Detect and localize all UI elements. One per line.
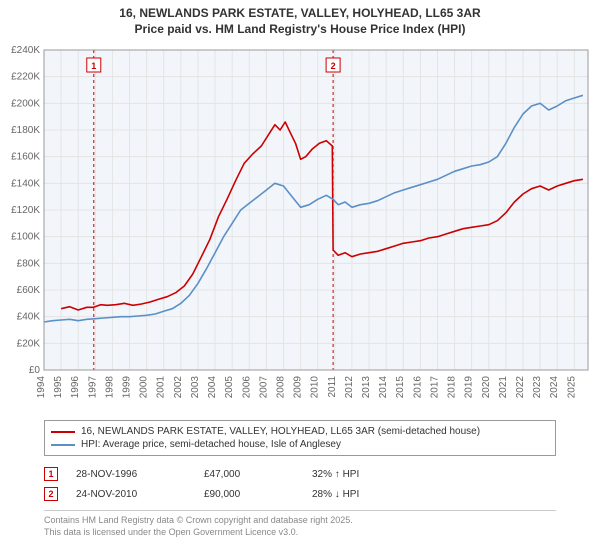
svg-text:1999: 1999 bbox=[122, 376, 133, 399]
svg-text:2002: 2002 bbox=[173, 376, 184, 399]
svg-text:2014: 2014 bbox=[378, 376, 389, 399]
svg-text:2001: 2001 bbox=[156, 376, 167, 399]
title-line-1: 16, NEWLANDS PARK ESTATE, VALLEY, HOLYHE… bbox=[0, 6, 600, 22]
svg-text:2011: 2011 bbox=[327, 376, 338, 398]
svg-text:1996: 1996 bbox=[70, 376, 81, 399]
sale-row-1: 1 28-NOV-1996 £47,000 32% ↑ HPI bbox=[44, 464, 556, 484]
chart-container: 16, NEWLANDS PARK ESTATE, VALLEY, HOLYHE… bbox=[0, 0, 600, 560]
svg-text:£160K: £160K bbox=[11, 152, 40, 163]
svg-text:2010: 2010 bbox=[310, 376, 321, 399]
sale-row-2: 2 24-NOV-2010 £90,000 28% ↓ HPI bbox=[44, 484, 556, 504]
svg-text:£40K: £40K bbox=[17, 312, 41, 323]
svg-text:£80K: £80K bbox=[17, 258, 41, 269]
legend-swatch-property bbox=[51, 431, 75, 433]
sale-delta-1: 32% ↑ HPI bbox=[312, 469, 412, 480]
title-line-2: Price paid vs. HM Land Registry's House … bbox=[0, 22, 600, 38]
svg-text:2004: 2004 bbox=[207, 376, 218, 399]
svg-text:2008: 2008 bbox=[275, 376, 286, 399]
svg-text:£200K: £200K bbox=[11, 98, 40, 109]
svg-text:£20K: £20K bbox=[17, 338, 41, 349]
svg-text:2022: 2022 bbox=[515, 376, 526, 399]
svg-text:2017: 2017 bbox=[429, 376, 440, 399]
svg-text:2016: 2016 bbox=[412, 376, 423, 399]
svg-text:2025: 2025 bbox=[566, 376, 577, 399]
svg-text:£140K: £140K bbox=[11, 178, 40, 189]
svg-text:2: 2 bbox=[331, 61, 336, 71]
sale-date-2: 24-NOV-2010 bbox=[76, 489, 186, 500]
legend-item-property: 16, NEWLANDS PARK ESTATE, VALLEY, HOLYHE… bbox=[51, 425, 549, 438]
sale-price-1: £47,000 bbox=[204, 469, 294, 480]
svg-text:2006: 2006 bbox=[241, 376, 252, 399]
svg-text:£120K: £120K bbox=[11, 205, 40, 216]
svg-text:£240K: £240K bbox=[11, 45, 40, 56]
svg-text:2019: 2019 bbox=[464, 376, 475, 399]
svg-text:£100K: £100K bbox=[11, 232, 40, 243]
svg-text:£0: £0 bbox=[29, 365, 41, 376]
legend: 16, NEWLANDS PARK ESTATE, VALLEY, HOLYHE… bbox=[44, 420, 556, 456]
svg-text:2009: 2009 bbox=[293, 376, 304, 399]
legend-label-hpi: HPI: Average price, semi-detached house,… bbox=[81, 439, 341, 450]
sales-list: 1 28-NOV-1996 £47,000 32% ↑ HPI 2 24-NOV… bbox=[44, 464, 556, 504]
svg-text:2018: 2018 bbox=[447, 376, 458, 399]
svg-text:1994: 1994 bbox=[36, 376, 47, 399]
legend-swatch-hpi bbox=[51, 444, 75, 446]
sale-price-2: £90,000 bbox=[204, 489, 294, 500]
svg-text:2023: 2023 bbox=[532, 376, 543, 399]
line-chart-svg: £0 £20K £40K £60K £80K £100K £120K £140K £160K £1… bbox=[0, 44, 600, 414]
sale-marker-1: 1 bbox=[44, 467, 58, 481]
svg-text:2013: 2013 bbox=[361, 376, 372, 399]
sale-date-1: 28-NOV-1996 bbox=[76, 469, 186, 480]
svg-text:2005: 2005 bbox=[224, 376, 235, 399]
svg-text:£180K: £180K bbox=[11, 125, 40, 136]
svg-text:1998: 1998 bbox=[104, 376, 115, 399]
legend-item-hpi: HPI: Average price, semi-detached house,… bbox=[51, 438, 549, 451]
svg-text:2003: 2003 bbox=[190, 376, 201, 399]
svg-text:£60K: £60K bbox=[17, 285, 41, 296]
svg-text:2007: 2007 bbox=[258, 376, 269, 399]
chart-area: £0 £20K £40K £60K £80K £100K £120K £140K £160K £1… bbox=[0, 44, 600, 414]
legend-label-property: 16, NEWLANDS PARK ESTATE, VALLEY, HOLYHE… bbox=[81, 426, 480, 437]
svg-text:2024: 2024 bbox=[549, 376, 560, 399]
svg-text:2020: 2020 bbox=[481, 376, 492, 399]
sale-delta-2: 28% ↓ HPI bbox=[312, 489, 412, 500]
chart-title: 16, NEWLANDS PARK ESTATE, VALLEY, HOLYHE… bbox=[0, 0, 600, 37]
svg-text:2015: 2015 bbox=[395, 376, 406, 399]
footer-attribution: Contains HM Land Registry data © Crown c… bbox=[44, 510, 556, 538]
svg-text:£220K: £220K bbox=[11, 72, 40, 83]
footer-line-2: This data is licensed under the Open Gov… bbox=[44, 527, 556, 539]
svg-text:2000: 2000 bbox=[139, 376, 150, 399]
svg-text:2012: 2012 bbox=[344, 376, 355, 399]
svg-text:1: 1 bbox=[91, 61, 96, 71]
svg-text:1997: 1997 bbox=[87, 376, 98, 399]
sale-marker-2: 2 bbox=[44, 487, 58, 501]
svg-text:2021: 2021 bbox=[498, 376, 509, 399]
footer-line-1: Contains HM Land Registry data © Crown c… bbox=[44, 515, 556, 527]
svg-text:1995: 1995 bbox=[53, 376, 64, 399]
